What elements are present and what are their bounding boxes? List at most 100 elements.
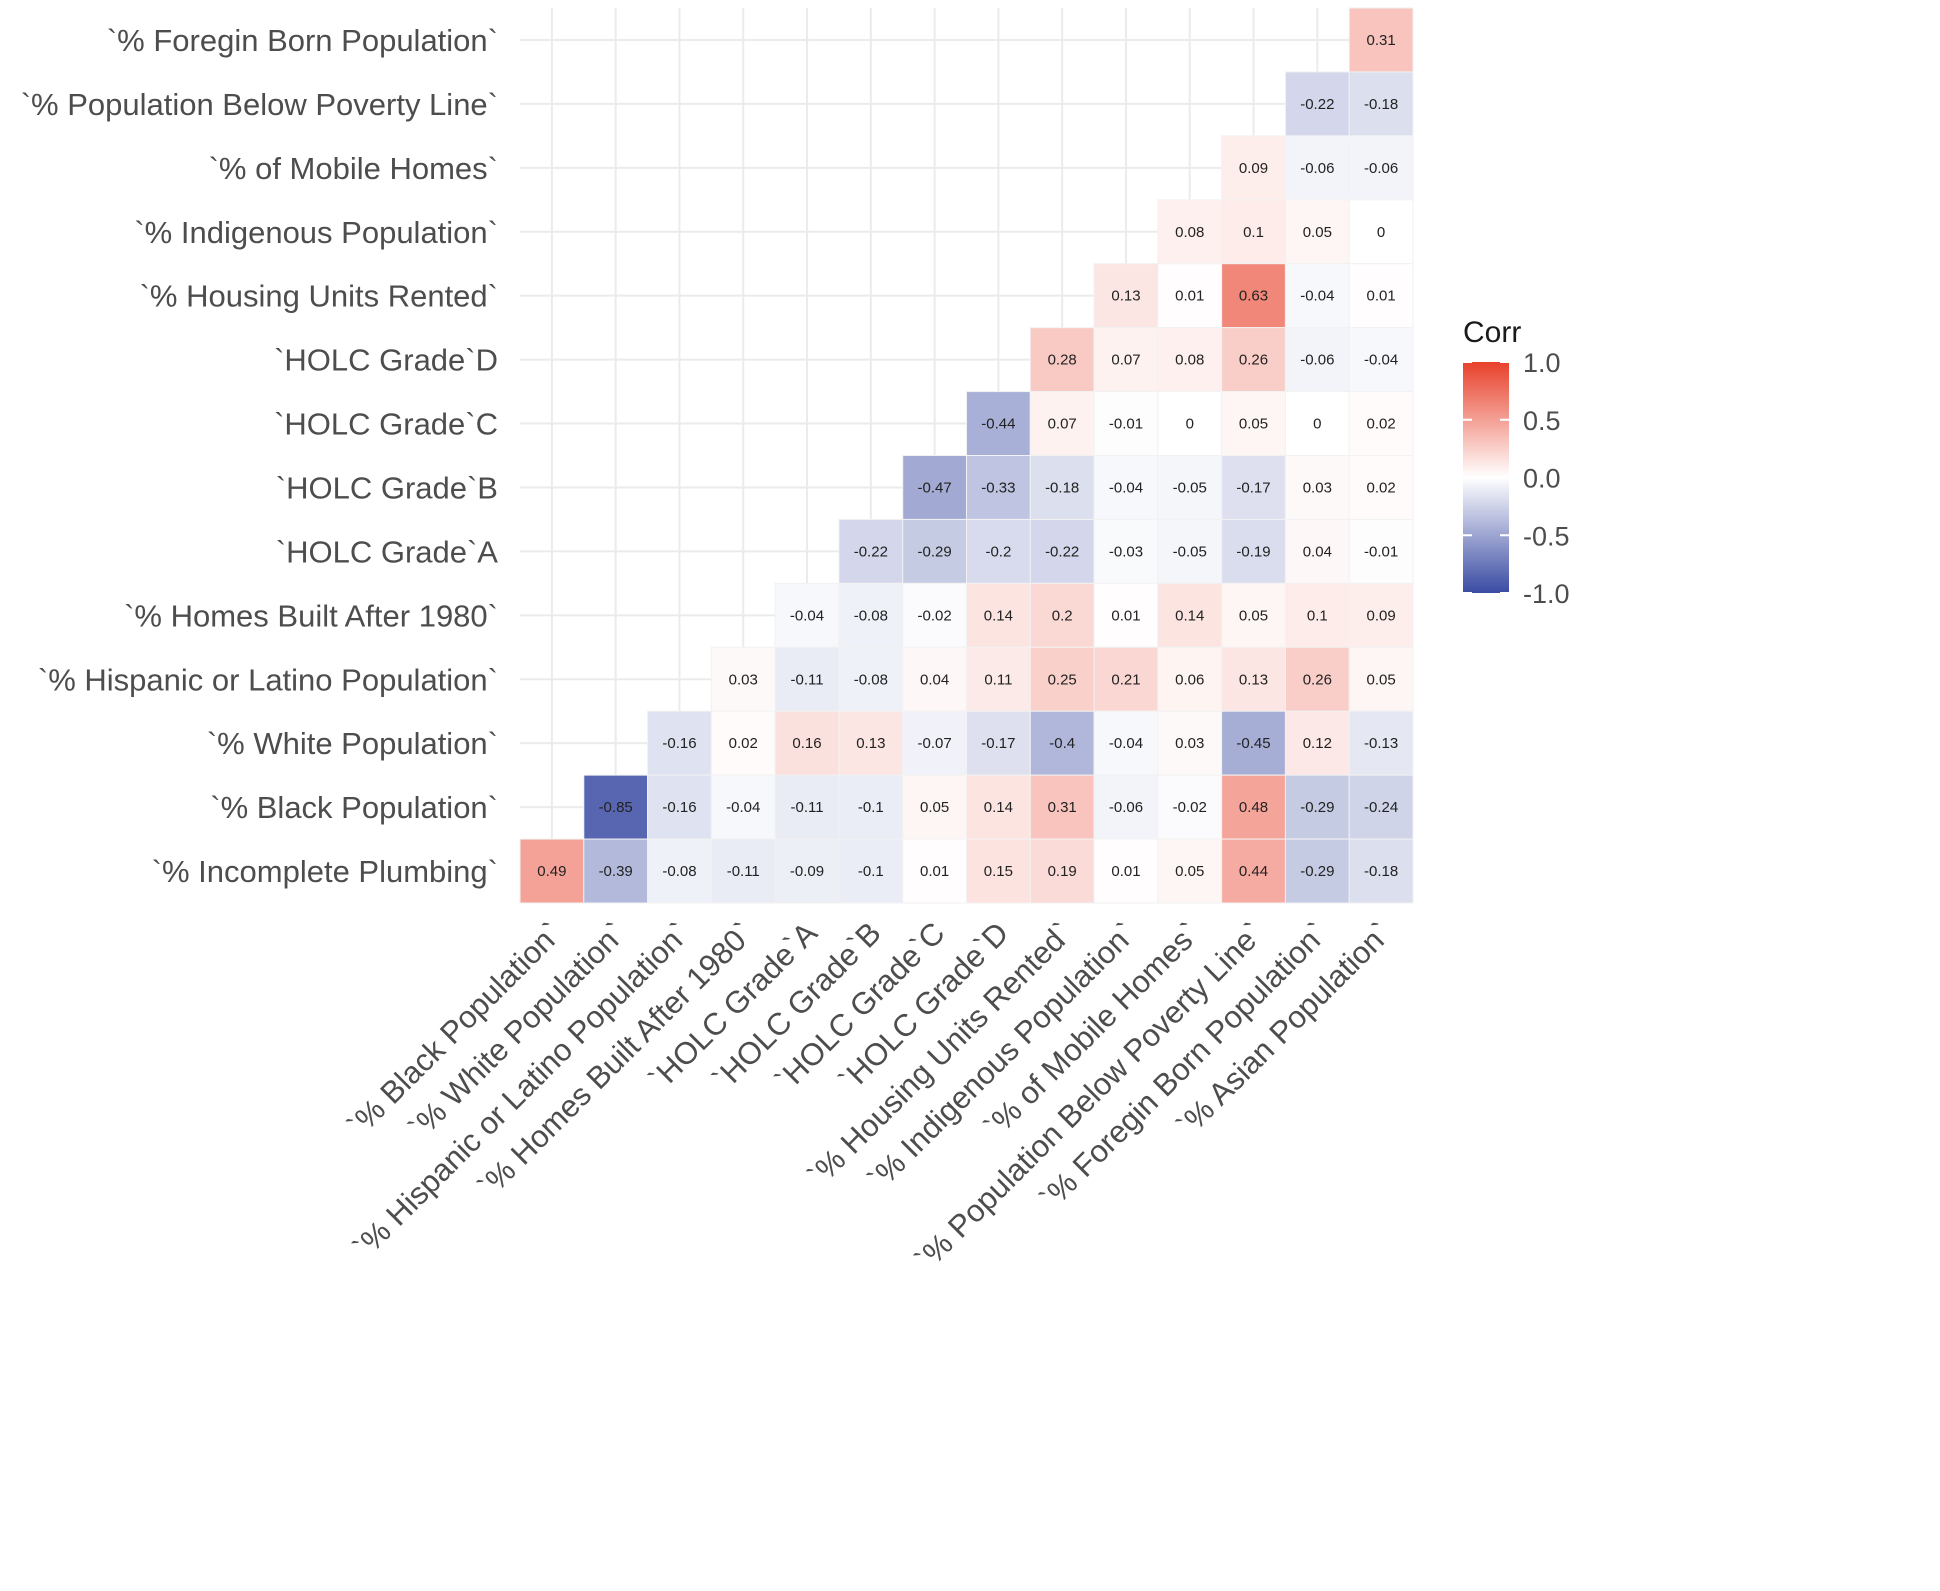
cell-value-label: 0.05: [1239, 607, 1268, 624]
y-tick-label-foregin-born-population: `% Foregin Born Population`: [107, 23, 498, 58]
cell-value-label: -0.05: [1173, 543, 1207, 560]
heatmap-cell: [1348, 135, 1414, 201]
cell-value-label: 0.05: [1239, 416, 1268, 433]
cell-value-label: -0.07: [918, 735, 952, 752]
cell-value-label: -0.08: [854, 671, 888, 688]
cell-value-label: -0.11: [790, 799, 823, 816]
heatmap-cell: [774, 710, 840, 776]
heatmap-cell: [1348, 582, 1414, 648]
heatmap-cell: [1029, 582, 1095, 648]
heatmap-cell: [1348, 327, 1414, 393]
cell-value-label: 0.05: [1175, 863, 1204, 880]
heatmap-cell: [710, 838, 776, 904]
heatmap-cell: [1029, 646, 1095, 712]
heatmap-cell: [774, 838, 840, 904]
cell-value-label: -0.29: [1300, 799, 1334, 816]
heatmap-cell: [1221, 455, 1286, 520]
heatmap-cell: [774, 774, 840, 840]
y-tick-label-white-population: `% White Population`: [207, 726, 498, 761]
y-tick-label-incomplete-plumbing: `% Incomplete Plumbing`: [152, 854, 498, 889]
heatmap-cell: [966, 646, 1031, 712]
cell-value-label: 0.02: [729, 735, 758, 752]
cell-value-label: -0.29: [918, 543, 952, 560]
cell-value-label: -0.04: [1109, 735, 1143, 752]
cell-value-label: 0.04: [1303, 543, 1332, 560]
heatmap-cell: [1157, 518, 1223, 584]
cell-value-label: -0.33: [981, 479, 1015, 496]
cell-value-label: 0.11: [984, 671, 1012, 688]
cell-value-label: -0.06: [1364, 160, 1398, 177]
cell-value-label: 0.13: [856, 735, 885, 752]
heatmap-cell: [1284, 518, 1350, 584]
heatmap-cell: [966, 838, 1031, 904]
legend-title: Corr: [1463, 316, 1521, 349]
cell-value-label: 0.1: [1307, 607, 1328, 624]
cell-value-label: 0.28: [1048, 352, 1077, 369]
cell-value-label: 0.09: [1239, 160, 1268, 177]
heatmap-cell: [1284, 391, 1350, 457]
heatmap-cell: [1284, 838, 1350, 904]
cell-value-label: -0.18: [1364, 863, 1398, 880]
heatmap-cell: [1284, 135, 1350, 201]
cell-value-label: 0.21: [1111, 671, 1140, 688]
heatmap-cell: [1348, 838, 1414, 904]
cell-value-label: -0.39: [599, 863, 633, 880]
heatmap-cell: [1093, 327, 1159, 393]
cell-value-label: -0.24: [1364, 799, 1398, 816]
heatmap-cell: [966, 582, 1031, 648]
heatmap-cell: [1029, 774, 1095, 840]
cell-value-label: -0.04: [790, 607, 824, 624]
heatmap-cell: [966, 774, 1031, 840]
cell-labels: 0.31 -0.22 -0.18 0.09 -0.06 -0.06 0.08 0.1 0.05 0…: [537, 32, 1398, 880]
cell-value-label: 0: [1377, 224, 1385, 241]
heatmap-cell: [1221, 710, 1286, 776]
heatmap-cell: [1284, 455, 1350, 520]
heatmap-cell: [966, 455, 1031, 520]
heatmap-cell: [1093, 582, 1159, 648]
cell-value-label: -0.06: [1300, 352, 1334, 369]
heatmap-cell: [1284, 199, 1350, 265]
cell-value-label: -0.03: [1109, 543, 1143, 560]
cell-value-label: -0.02: [1173, 799, 1207, 816]
cell-value-label: 0.05: [1367, 671, 1396, 688]
legend-tick-label: 0.5: [1523, 406, 1561, 436]
cell-value-label: 0: [1186, 416, 1194, 433]
heatmap-cell: [902, 518, 968, 584]
heatmap-cell: [519, 838, 585, 904]
cell-value-label: 0.03: [1303, 479, 1332, 496]
heatmap-cell: [1284, 774, 1350, 840]
heatmap-cell: [966, 710, 1031, 776]
cell-value-label: -0.17: [981, 735, 1015, 752]
y-axis-tick-labels: `% Foregin Born Population` `% Population…: [21, 23, 499, 889]
cell-value-label: 0.05: [1303, 224, 1332, 241]
heatmap-cell: [1093, 646, 1159, 712]
heatmap-cell: [1157, 646, 1223, 712]
cell-value-label: -0.01: [1364, 543, 1398, 560]
cell-value-label: -0.44: [981, 416, 1015, 433]
heatmap-cell: [1348, 518, 1414, 584]
heatmap-cell: [1348, 455, 1414, 520]
cell-value-label: 0.14: [984, 799, 1013, 816]
heatmap-cell: [1157, 263, 1223, 329]
cell-value-label: -0.06: [1300, 160, 1334, 177]
cell-value-label: -0.04: [726, 799, 760, 816]
cell-value-label: 0.09: [1367, 607, 1396, 624]
cell-value-label: 0.13: [1239, 671, 1268, 688]
heatmap-cell: [1221, 199, 1286, 265]
cell-value-label: -0.18: [1364, 96, 1398, 113]
y-tick-label-holc-grade-b: `HOLC Grade`B: [276, 470, 498, 505]
cell-value-label: 0.2: [1052, 607, 1073, 624]
cell-value-label: 0.07: [1048, 416, 1077, 433]
cell-value-label: -0.1: [858, 799, 884, 816]
cell-value-label: -0.08: [662, 863, 696, 880]
heatmap-cell: [902, 582, 968, 648]
cell-value-label: -0.06: [1109, 799, 1143, 816]
y-tick-label-holc-grade-d: `HOLC Grade`D: [274, 343, 498, 378]
cell-value-label: 0.19: [1048, 863, 1077, 880]
cell-value-label: 0.02: [1367, 416, 1396, 433]
heatmap-cell: [774, 646, 840, 712]
cell-value-label: 0.02: [1367, 479, 1396, 496]
